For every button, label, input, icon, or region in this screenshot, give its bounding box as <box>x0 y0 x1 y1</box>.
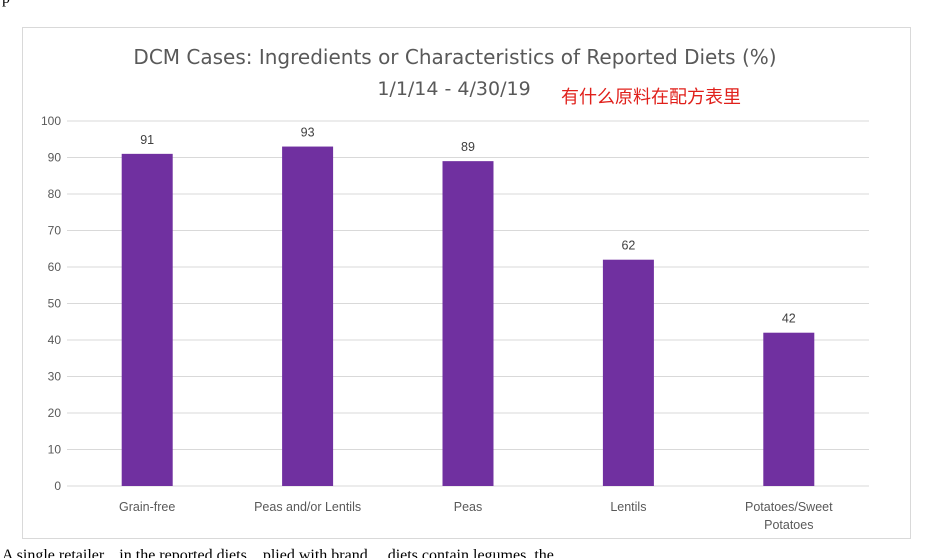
data-labels: 91 93 89 62 42 <box>140 126 796 326</box>
y-tick-label: 80 <box>48 187 62 201</box>
chart-title: DCM Cases: Ingredients or Characteristic… <box>133 45 776 69</box>
x-category-label: Lentils <box>610 500 646 514</box>
x-category-label: Potatoes <box>764 518 813 532</box>
y-axis-ticks: 0 10 20 30 40 50 60 70 80 90 100 <box>41 114 61 493</box>
bar <box>442 161 494 486</box>
bar-value-label: 89 <box>461 140 475 154</box>
bar-value-label: 91 <box>140 133 154 147</box>
y-tick-label: 50 <box>48 297 62 311</box>
x-category-label: Potatoes/Sweet <box>745 500 833 514</box>
y-tick-label: 10 <box>48 443 62 457</box>
bar-value-label: 62 <box>621 239 635 253</box>
y-tick-label: 0 <box>54 479 61 493</box>
y-tick-label: 100 <box>41 114 61 128</box>
bar-value-label: 42 <box>782 312 796 326</box>
x-category-label: Peas and/or Lentils <box>254 500 361 514</box>
y-tick-label: 70 <box>48 224 62 238</box>
x-category-label: Peas <box>454 500 483 514</box>
bar <box>602 259 654 486</box>
x-axis-labels: Grain-free Peas and/or Lentils Peas Lentils… <box>119 500 833 532</box>
x-category-label: Grain-free <box>119 500 175 514</box>
handwritten-annotation: 有什么原料在配方表里 <box>561 87 741 108</box>
y-tick-label: 60 <box>48 260 62 274</box>
bars <box>121 146 815 487</box>
y-tick-label: 20 <box>48 406 62 420</box>
bar <box>763 332 815 486</box>
page-text-fragment-top: p <box>2 0 10 8</box>
y-tick-label: 90 <box>48 151 62 165</box>
page-text-fragment-bottom: A single retailer... in the reported die… <box>2 547 554 558</box>
chart-subtitle: 1/1/14 - 4/30/19 <box>377 78 530 100</box>
bar-value-label: 93 <box>301 126 315 140</box>
bar <box>282 146 334 487</box>
y-tick-label: 40 <box>48 333 62 347</box>
bar <box>121 153 173 486</box>
y-tick-label: 30 <box>48 370 62 384</box>
